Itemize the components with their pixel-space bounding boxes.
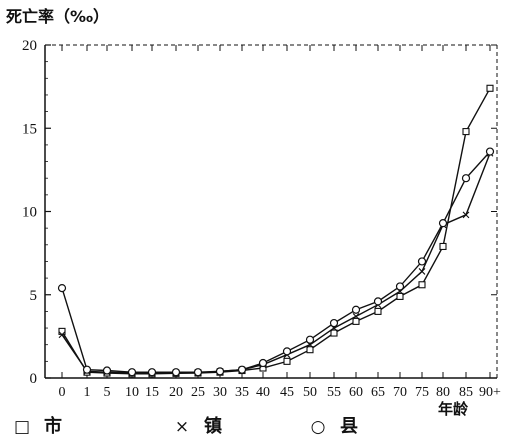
y-axis-title: 死亡率（‰）	[6, 7, 109, 26]
x-tick-label: 20	[169, 385, 183, 400]
point-市	[486, 84, 494, 92]
point-县	[171, 368, 181, 377]
point-县	[57, 283, 67, 293]
point-县	[461, 174, 471, 183]
x-tick-label: 70	[393, 385, 407, 400]
x-tick-label: 0	[59, 385, 66, 400]
y-tick-labels: 0 5 10 15 20	[22, 38, 37, 387]
x-tick-label: 75	[415, 385, 429, 400]
point-县	[127, 368, 137, 377]
point-县	[102, 366, 112, 375]
legend-marker-市: □	[14, 417, 30, 437]
point-县	[438, 219, 448, 228]
x-tick-label: 30	[213, 385, 227, 400]
x-axis-title: 年龄	[438, 400, 469, 418]
point-县	[485, 147, 495, 156]
axes	[44, 44, 498, 379]
point-县	[305, 335, 315, 344]
point-市	[58, 327, 66, 335]
point-县	[258, 358, 268, 368]
x-tick-label: 10	[125, 385, 139, 400]
x-tick-label: 40	[256, 385, 270, 400]
x-tick-label: 80	[436, 385, 450, 400]
y-tick-label: 20	[22, 38, 37, 54]
series-lines	[57, 84, 495, 378]
point-市	[306, 346, 314, 354]
point-市	[418, 281, 426, 289]
point-县	[329, 318, 339, 328]
y-tick-label: 10	[22, 205, 37, 221]
series-line-市	[61, 87, 491, 375]
point-县	[417, 257, 427, 266]
legend-label-镇: 镇	[204, 415, 222, 437]
point-镇	[58, 331, 66, 339]
x-tick-label: 25	[191, 385, 205, 400]
point-县	[395, 282, 405, 291]
point-市	[396, 292, 404, 300]
point-镇	[352, 313, 360, 320]
y-tick-label: 0	[30, 371, 38, 387]
legend-marker-镇: ×	[175, 417, 189, 437]
x-tick-label: 85	[459, 385, 473, 400]
x-tick-label: 5	[104, 385, 111, 400]
x-tick-label: 35	[235, 385, 249, 400]
point-市	[439, 242, 447, 251]
series-line-镇	[61, 152, 491, 374]
point-县	[82, 365, 92, 374]
legend-label-市: 市	[44, 415, 62, 437]
x-tick-label: 1	[84, 385, 91, 400]
point-县	[282, 347, 292, 356]
point-镇	[418, 268, 426, 275]
x-tick-label: 45	[280, 385, 294, 400]
x-tick-labels: 0 1 5 10 15 20 25 30 35 40 45 50 55 60 65 70 75 80 85 90+	[59, 385, 502, 400]
point-县	[351, 305, 361, 314]
y-tick-label: 15	[22, 121, 37, 137]
point-县	[373, 297, 383, 306]
point-市	[374, 307, 382, 315]
x-tick-label: 65	[371, 385, 385, 400]
point-县	[215, 367, 225, 376]
x-tick-label: 55	[327, 385, 341, 400]
point-市	[352, 317, 360, 325]
x-tick-label: 90+	[479, 385, 501, 400]
point-县	[237, 365, 247, 374]
legend-label-县: 县	[340, 416, 358, 437]
point-市	[283, 357, 291, 365]
x-tick-label: 15	[145, 385, 159, 400]
point-县	[193, 368, 203, 377]
y-tick-label: 5	[30, 288, 38, 304]
point-镇	[462, 211, 470, 219]
point-县	[147, 368, 157, 377]
x-tick-label: 60	[349, 385, 363, 400]
point-市	[330, 329, 338, 337]
point-市	[462, 128, 470, 136]
legend: □ 市 × 镇 ○ 县	[14, 415, 358, 437]
legend-marker-县: ○	[311, 417, 326, 437]
x-tick-label: 50	[303, 385, 317, 400]
